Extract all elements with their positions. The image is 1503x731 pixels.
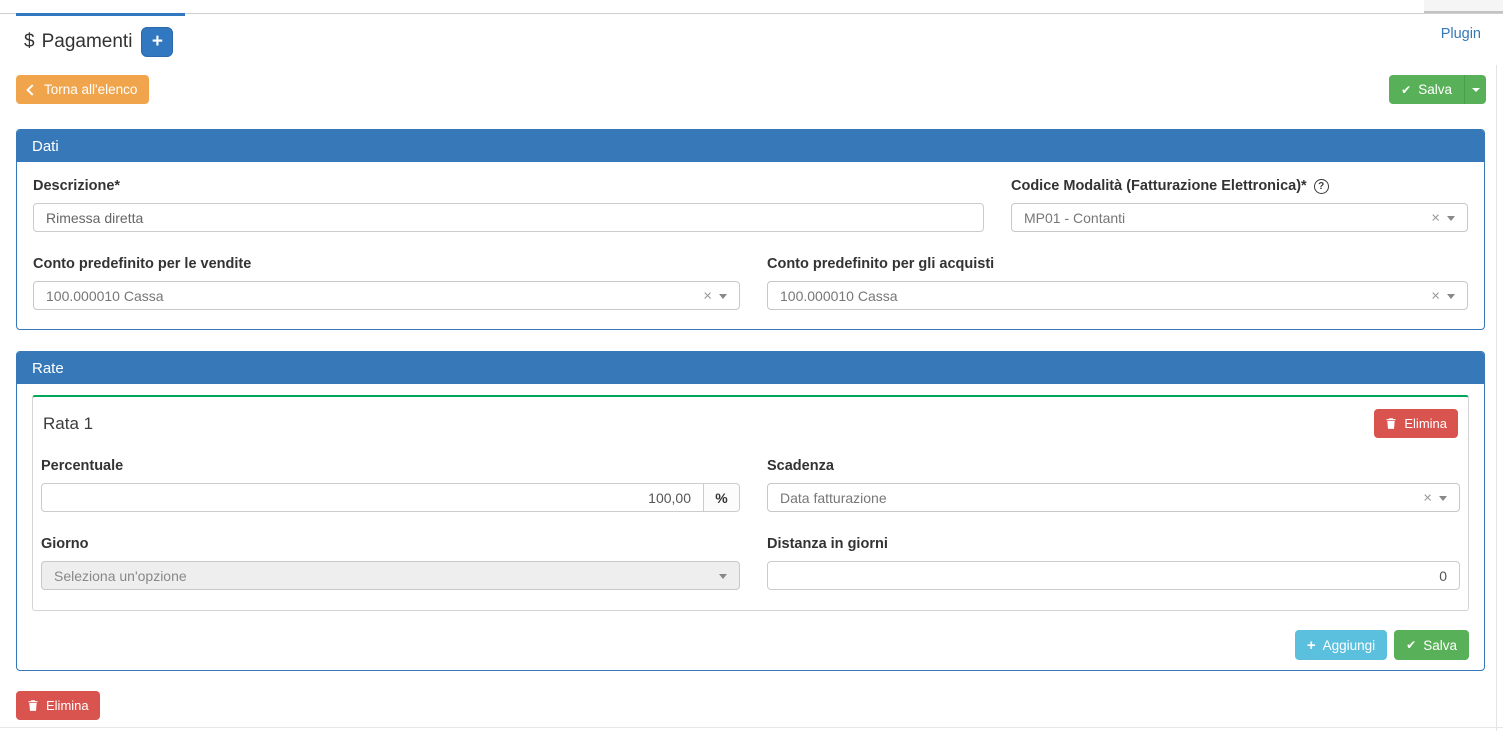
dati-panel-title: Dati [32, 137, 59, 155]
conto-acquisti-select[interactable]: 100.000010 Cassa × [767, 281, 1468, 310]
save-button[interactable]: ✔ Salva [1389, 75, 1465, 104]
trash-icon [1386, 418, 1396, 429]
chevron-down-icon [719, 573, 727, 579]
conto-vendite-value: 100.000010 Cassa [46, 287, 164, 304]
distanza-label: Distanza in giorni [767, 536, 1460, 552]
percentuale-input[interactable] [41, 483, 703, 512]
conto-vendite-label-text: Conto predefinito per le vendite [33, 256, 252, 272]
rate-panel: Rate Rata 1 Elimina Percentuale [16, 351, 1485, 671]
conto-acquisti-label: Conto predefinito per gli acquisti [767, 256, 1468, 272]
codice-modalita-label: Codice Modalità (Fatturazione Elettronic… [1011, 178, 1468, 194]
footer-divider [0, 727, 1503, 728]
plugin-link[interactable]: Plugin [1440, 26, 1481, 42]
trash-icon [28, 700, 38, 711]
tab-pagamenti[interactable]: $ Pagamenti + [16, 13, 185, 65]
clear-icon[interactable]: × [703, 287, 712, 304]
descrizione-label-text: Descrizione* [33, 178, 121, 194]
distanza-label-text: Distanza in giorni [767, 536, 888, 552]
dati-panel: Dati Descrizione* Codice Modalità (Fattu… [16, 129, 1485, 330]
inactive-tab-edge [1424, 0, 1503, 13]
check-icon: ✔ [1401, 82, 1412, 97]
percentuale-label: Percentuale [41, 458, 740, 474]
back-button-label: Torna all'elenco [44, 82, 138, 97]
save-split-button: ✔ Salva [1389, 75, 1486, 104]
clear-icon[interactable]: × [1431, 209, 1440, 226]
percent-addon: % [703, 483, 740, 512]
back-to-list-button[interactable]: Torna all'elenco [16, 75, 150, 104]
clear-icon[interactable]: × [1423, 489, 1432, 506]
delete-rata-button[interactable]: Elimina [1374, 409, 1458, 438]
rata-card: Rata 1 Elimina Percentuale [32, 395, 1469, 611]
giorno-select[interactable]: Seleziona un'opzione [41, 561, 740, 590]
page-title-label: Pagamenti [41, 30, 133, 52]
save-rate-label: Salva [1423, 637, 1457, 653]
plus-icon: + [1306, 636, 1316, 654]
caret-down-icon [1471, 87, 1480, 92]
chevron-down-icon [1447, 293, 1455, 299]
distanza-input[interactable] [767, 561, 1460, 590]
chevron-down-icon [1439, 495, 1447, 501]
scadenza-value: Data fatturazione [780, 489, 887, 506]
scadenza-select[interactable]: Data fatturazione × [767, 483, 1460, 512]
rate-panel-title: Rate [32, 359, 64, 377]
help-icon[interactable]: ? [1313, 178, 1329, 194]
clear-icon[interactable]: × [1431, 287, 1440, 304]
conto-vendite-select[interactable]: 100.000010 Cassa × [33, 281, 740, 310]
chevron-down-icon [1447, 215, 1455, 221]
plus-icon: + [151, 30, 163, 52]
rata-title: Rata 1 [43, 413, 94, 433]
save-dropdown-toggle[interactable] [1465, 75, 1486, 104]
check-icon: ✔ [1406, 638, 1417, 652]
codice-modalita-value: MP01 - Contanti [1024, 209, 1126, 226]
codice-modalita-label-text: Codice Modalità (Fatturazione Elettronic… [1011, 178, 1307, 194]
delete-rata-label: Elimina [1404, 416, 1447, 431]
giorno-label: Giorno [41, 536, 740, 552]
delete-record-label: Elimina [46, 698, 89, 713]
page-title: $ Pagamenti [24, 31, 132, 53]
add-rata-label: Aggiungi [1322, 637, 1376, 653]
scadenza-label-text: Scadenza [767, 458, 834, 474]
codice-modalita-select[interactable]: MP01 - Contanti × [1011, 203, 1468, 232]
delete-record-button[interactable]: Elimina [16, 691, 100, 720]
conto-acquisti-label-text: Conto predefinito per gli acquisti [767, 256, 995, 272]
giorno-placeholder: Seleziona un'opzione [54, 567, 187, 584]
rate-panel-header: Rate [17, 352, 1484, 384]
percent-addon-text: % [715, 489, 728, 506]
rate-actions: + Aggiungi ✔ Salva [32, 630, 1469, 660]
percentuale-input-group: % [41, 483, 740, 512]
dollar-icon: $ [24, 30, 35, 52]
conto-acquisti-value: 100.000010 Cassa [780, 287, 898, 304]
page-right-edge [1496, 65, 1497, 731]
chevron-down-icon [719, 293, 727, 299]
percentuale-label-text: Percentuale [41, 458, 124, 474]
rate-panel-body: Rata 1 Elimina Percentuale [17, 395, 1484, 673]
help-icon-glyph: ? [1318, 180, 1325, 192]
add-record-button[interactable]: + [141, 26, 174, 57]
dati-panel-header: Dati [17, 130, 1484, 162]
giorno-label-text: Giorno [41, 536, 89, 552]
chevron-left-icon [26, 83, 38, 96]
scadenza-label: Scadenza [767, 458, 1460, 474]
descrizione-label: Descrizione* [33, 178, 984, 194]
conto-vendite-label: Conto predefinito per le vendite [33, 256, 740, 272]
tabbar-divider [0, 13, 1503, 14]
dati-panel-body: Descrizione* Codice Modalità (Fatturazio… [17, 162, 1484, 326]
descrizione-input[interactable] [33, 203, 984, 232]
save-rate-button[interactable]: ✔ Salva [1394, 630, 1469, 660]
add-rata-button[interactable]: + Aggiungi [1294, 630, 1388, 660]
save-button-label: Salva [1418, 82, 1452, 97]
